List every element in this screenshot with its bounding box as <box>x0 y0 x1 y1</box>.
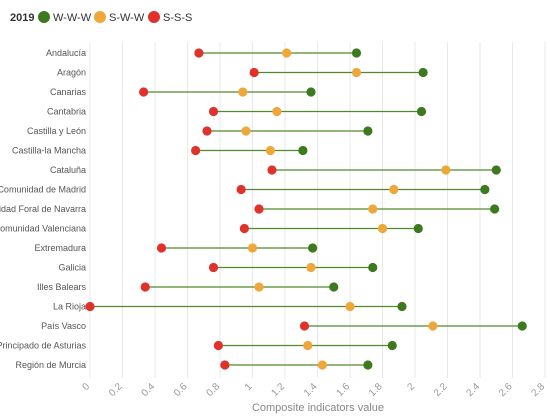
point-w-w-w <box>387 340 397 351</box>
point-s-w-w <box>345 301 355 312</box>
point-s-w-w <box>368 204 378 214</box>
x-tick-label: 2 <box>405 381 417 393</box>
category-label: Comunidad Valenciana <box>0 224 86 234</box>
x-gridlines <box>89 42 546 378</box>
category-label: Canarias <box>50 87 87 97</box>
point-w-w-w <box>480 184 490 195</box>
point-s-w-w <box>272 106 282 117</box>
point-s-w-w <box>241 126 251 136</box>
point-s-s-s <box>194 48 204 58</box>
x-tick-label: 0.4 <box>140 381 158 399</box>
point-s-s-s <box>156 243 167 253</box>
x-tick-label: 0.8 <box>205 381 223 399</box>
point-s-s-s <box>239 223 249 234</box>
category-label: País Vasco <box>41 321 86 331</box>
category-label: Principado de Asturias <box>0 341 86 351</box>
x-axis-title: Composite indicators value <box>252 402 384 414</box>
point-w-w-w <box>517 321 527 331</box>
category-label: Illes Balears <box>37 282 87 292</box>
x-tick-label: 1.2 <box>270 381 288 399</box>
point-s-s-s <box>267 165 277 175</box>
point-s-w-w <box>428 321 438 331</box>
point-s-w-w <box>306 262 316 273</box>
legend-label-s-s-s: S-S-S <box>163 12 192 24</box>
point-s-s-s <box>85 301 95 312</box>
point-w-w-w <box>329 282 339 292</box>
legend-swatch-w-w-w <box>38 11 50 23</box>
category-label: Andalucía <box>46 48 86 58</box>
point-w-w-w <box>306 87 316 97</box>
x-tick-label: 1.6 <box>335 381 353 399</box>
x-tick-label: 2.8 <box>530 381 548 399</box>
point-s-w-w <box>282 48 292 58</box>
category-label: Galicia <box>58 263 86 273</box>
point-s-s-s <box>191 145 201 156</box>
category-label: La Rioja <box>53 302 86 312</box>
legend-label-w-w-w: W-W-W <box>53 12 92 24</box>
x-tick-label: 0 <box>80 381 92 393</box>
category-label: Región de Murcia <box>15 360 86 370</box>
point-s-w-w <box>389 184 399 195</box>
point-s-s-s <box>140 282 150 292</box>
category-label: Cantabria <box>47 107 86 117</box>
x-tick-label: 1.4 <box>302 381 320 399</box>
point-s-w-w <box>265 145 275 156</box>
point-s-w-w <box>238 87 248 97</box>
category-label: Comunidad de Madrid <box>0 185 86 195</box>
point-s-s-s <box>236 184 246 195</box>
point-w-w-w <box>490 204 500 214</box>
point-s-w-w <box>377 223 388 234</box>
category-label: Castilla-la Mancha <box>12 146 86 156</box>
point-s-s-s <box>213 340 223 351</box>
point-s-s-s <box>208 262 219 273</box>
point-w-w-w <box>363 126 373 136</box>
category-label: Cataluña <box>50 165 86 175</box>
category-labels: Andalucía Aragón Canarias Cantabria Castilla… <box>0 48 86 370</box>
x-tick-labels: 0 0.2 0.4 0.6 0.8 1 1.2 1.4 1.6 1.8 2 2.2 2.4 2.6 2.8 <box>80 381 547 399</box>
category-label: Castilla y León <box>27 126 86 136</box>
point-s-w-w <box>317 360 327 370</box>
point-s-w-w <box>303 340 313 351</box>
point-w-w-w <box>351 48 362 58</box>
category-label: Aragón <box>57 68 86 78</box>
legend: W-W-W S-W-W S-S-S <box>38 11 192 24</box>
point-w-w-w <box>413 223 423 234</box>
point-s-w-w <box>441 165 451 175</box>
point-w-w-w <box>363 360 373 370</box>
point-s-s-s <box>220 360 230 370</box>
point-w-w-w <box>298 145 308 156</box>
x-tick-label: 0.6 <box>172 381 190 399</box>
point-w-w-w <box>418 67 428 78</box>
x-tick-label: 2.2 <box>432 381 450 399</box>
x-tick-label: 0.2 <box>107 381 125 399</box>
legend-label-s-w-w: S-W-W <box>109 12 145 24</box>
year-label: 2019 <box>10 12 34 24</box>
point-s-s-s <box>208 106 219 117</box>
point-s-w-w <box>351 67 362 78</box>
x-tick-label: 2.6 <box>497 381 515 399</box>
dumbbell-rows <box>85 48 527 370</box>
point-w-w-w <box>368 262 378 273</box>
legend-swatch-s-s-s <box>148 11 160 23</box>
point-s-s-s <box>202 126 212 136</box>
point-w-w-w <box>308 243 318 253</box>
point-s-w-w <box>247 243 258 253</box>
point-s-w-w <box>254 282 264 292</box>
x-tick-label: 2.4 <box>465 381 483 399</box>
point-w-w-w <box>397 301 407 312</box>
point-s-s-s <box>139 87 149 97</box>
point-s-s-s <box>249 67 259 78</box>
point-s-s-s <box>254 204 264 214</box>
x-tick-label: 1 <box>243 381 255 393</box>
category-label: Extremadura <box>34 243 86 253</box>
category-label: Comunidad Foral de Navarra <box>0 204 86 214</box>
point-s-s-s <box>299 321 310 331</box>
point-w-w-w <box>416 106 427 117</box>
legend-swatch-s-w-w <box>94 11 106 23</box>
x-tick-label: 1.8 <box>367 381 385 399</box>
point-w-w-w <box>491 165 501 175</box>
